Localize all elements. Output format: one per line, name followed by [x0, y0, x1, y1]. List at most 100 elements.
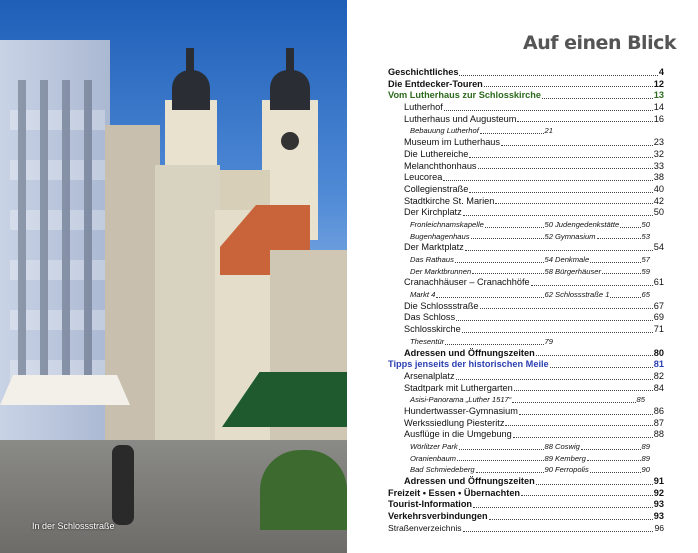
toc-entry[interactable]: Die Schlossstraße 67	[388, 300, 664, 313]
leader-dots	[501, 137, 653, 146]
toc-entry[interactable]: Arsenalplatz 82	[388, 370, 664, 383]
toc-label: Oranienbaum	[410, 452, 458, 465]
leader-dots	[535, 348, 653, 357]
toc-entry[interactable]: Fronleichnamskapelle 50 Judengedenkstätte 5…	[388, 218, 664, 231]
toc-subentry[interactable]: Gymnasium 53	[555, 230, 650, 243]
toc-entry[interactable]: Das Rathaus 54 Denkmale 57	[388, 254, 664, 266]
toc-label: Tourist-Information	[388, 499, 474, 512]
toc-entry[interactable]: Vom Lutherhaus zur Schlosskirche 13	[388, 90, 664, 103]
toc-entry[interactable]: Thesentür 79	[388, 335, 664, 348]
toc-entry[interactable]: Leucorea 38	[388, 172, 664, 184]
toc-label: Verkehrsverbindungen	[388, 511, 489, 523]
toc-entry[interactable]: Der Marktbrunnen 58 Bürgerhäuser 59	[388, 265, 664, 278]
toc-subentry[interactable]: Asisi-Panorama „Luther 1517“ 85	[410, 394, 645, 406]
toc-entry[interactable]: Stadtkirche St. Marien 42	[388, 195, 664, 208]
toc-subentry[interactable]: Der Marktbrunnen 58	[410, 265, 553, 278]
leader-dots	[513, 383, 653, 392]
toc-label: Das Rathaus	[410, 254, 455, 266]
toc-label: Arsenalplatz	[404, 370, 456, 383]
toc-entry[interactable]: Stadtpark mit Luthergarten 84	[388, 382, 664, 395]
toc-entry[interactable]: Geschichtliches 4	[388, 67, 664, 79]
toc-entry[interactable]: Der Marktplatz 54	[388, 242, 664, 254]
toc-subentry[interactable]: Wörlitzer Park 88	[410, 441, 553, 453]
toc-entry[interactable]: Collegienstraße 40	[388, 183, 664, 196]
toc-page-number: 52	[543, 230, 553, 243]
toc-entry[interactable]: Verkehrsverbindungen 93	[388, 511, 664, 523]
toc-subentry[interactable]: Thesentür 79	[410, 335, 553, 348]
leader-dots	[596, 231, 641, 240]
leader-dots	[580, 441, 641, 450]
toc-page-number: 71	[652, 324, 664, 336]
toc-entry[interactable]: Bebauung Lutherhof 21	[388, 125, 664, 138]
toc-label: Melanchthonhaus	[404, 160, 478, 173]
toc-subentry[interactable]: Schlossstraße 1 65	[555, 289, 650, 301]
toc-page-number: 53	[640, 230, 650, 243]
toc-page-number: 57	[640, 254, 650, 266]
toc-label: Der Marktplatz	[404, 242, 465, 254]
toc-page-number: 96	[653, 522, 664, 535]
toc-entry[interactable]: Oranienbaum 89 Kemberg 89	[388, 452, 664, 465]
leader-dots	[461, 324, 653, 333]
toc-page-number: 40	[652, 183, 664, 196]
toc-subentry[interactable]: Coswig 89	[555, 441, 650, 453]
toc-entry[interactable]: Das Schloss 69	[388, 312, 664, 325]
toc-subentry[interactable]: Judengedenkstätte 50	[555, 218, 650, 231]
toc-entry[interactable]: Ausflüge in die Umgebung 88	[388, 429, 664, 441]
toc-page-number: 82	[652, 370, 664, 383]
toc-page-number: 32	[652, 148, 664, 161]
toc-page-number: 90	[640, 464, 650, 477]
toc-entry[interactable]: Asisi-Panorama „Luther 1517“ 85	[388, 394, 664, 406]
toc-entry[interactable]: Schlosskirche 71	[388, 324, 664, 336]
toc-label: Die Luthereiche	[404, 148, 470, 161]
toc-subentry[interactable]: Oranienbaum 89	[410, 452, 553, 465]
toc-page-number: 50	[543, 218, 553, 231]
toc-entry[interactable]: Museum im Lutherhaus 23	[388, 137, 664, 149]
leader-dots	[518, 406, 653, 415]
toc-subentry[interactable]: Das Rathaus 54	[410, 254, 553, 266]
leader-dots	[459, 67, 658, 76]
toc-entry[interactable]: Werkssiedlung Piesteritz 87	[388, 417, 664, 430]
leader-dots	[454, 254, 544, 263]
toc-label: Der Kirchplatz	[404, 207, 463, 219]
toc-entry[interactable]: Die Entdecker-Touren 12	[388, 78, 664, 91]
toc-label: Stadtkirche St. Marien	[404, 195, 496, 208]
toc-entry[interactable]: Adressen und Öffnungszeiten 80	[388, 347, 664, 360]
toc-label: Adressen und Öffnungszeiten	[404, 347, 536, 360]
toc-entry[interactable]: Adressen und Öffnungszeiten 91	[388, 476, 664, 488]
leader-dots	[458, 441, 544, 450]
toc-page-number: 93	[652, 511, 664, 523]
toc-label: Geschichtliches	[388, 67, 460, 79]
toc-label: Wörlitzer Park	[410, 441, 459, 453]
toc-page-number: 85	[635, 394, 645, 406]
toc-entry[interactable]: Lutherhof 14	[388, 102, 664, 114]
toc-entry[interactable]: Straßenverzeichnis 96	[388, 522, 664, 535]
toc-subentry[interactable]: Fronleichnamskapelle 50	[410, 218, 553, 231]
toc-subentry[interactable]: Bürgerhäuser 59	[555, 265, 650, 278]
toc-subentry[interactable]: Bad Schmiedeberg 90	[410, 464, 553, 477]
toc-subentry[interactable]: Markt 4 62	[410, 289, 553, 301]
toc-subentry[interactable]: Denkmale 57	[555, 254, 650, 266]
toc-subentry[interactable]: Ferropolis 90	[555, 464, 650, 477]
toc-entry[interactable]: Melanchthonhaus 33	[388, 160, 664, 173]
toc-entry[interactable]: Hundertwasser-Gymnasium 86	[388, 405, 664, 418]
toc-entry[interactable]: Tipps jenseits der historischen Meile 81	[388, 359, 664, 371]
toc-subentry[interactable]: Kemberg 89	[555, 452, 650, 465]
toc-entry[interactable]: Bad Schmiedeberg 90 Ferropolis 90	[388, 464, 664, 477]
toc-label: Museum im Lutherhaus	[404, 137, 502, 149]
toc-entry[interactable]: Freizeit • Essen • Übernachten 92	[388, 487, 664, 500]
toc-entry[interactable]: Die Luthereiche 32	[388, 148, 664, 161]
toc-entry[interactable]: Tourist-Information 93	[388, 499, 664, 512]
toc-subentry[interactable]: Bugenhagenhaus 52	[410, 230, 553, 243]
toc-entry[interactable]: Markt 4 62 Schlossstraße 1 65	[388, 289, 664, 301]
leader-dots	[483, 79, 653, 88]
toc-entry[interactable]: Cranachhäuser – Cranachhöfe 61	[388, 277, 664, 290]
toc-entry[interactable]: Lutherhaus und Augusteum 16	[388, 113, 664, 126]
toc-subentry[interactable]: Bebauung Lutherhof 21	[410, 125, 553, 138]
leader-dots	[590, 254, 641, 263]
toc-entry[interactable]: Wörlitzer Park 88 Coswig 89	[388, 441, 664, 453]
page-title: Auf einen Blick	[523, 32, 676, 54]
toc-entry[interactable]: Der Kirchplatz 50	[388, 207, 664, 219]
toc-label: Fronleichnamskapelle	[410, 218, 485, 231]
toc-entry[interactable]: Bugenhagenhaus 52 Gymnasium 53	[388, 230, 664, 243]
toc-page-number: 4	[657, 67, 664, 79]
